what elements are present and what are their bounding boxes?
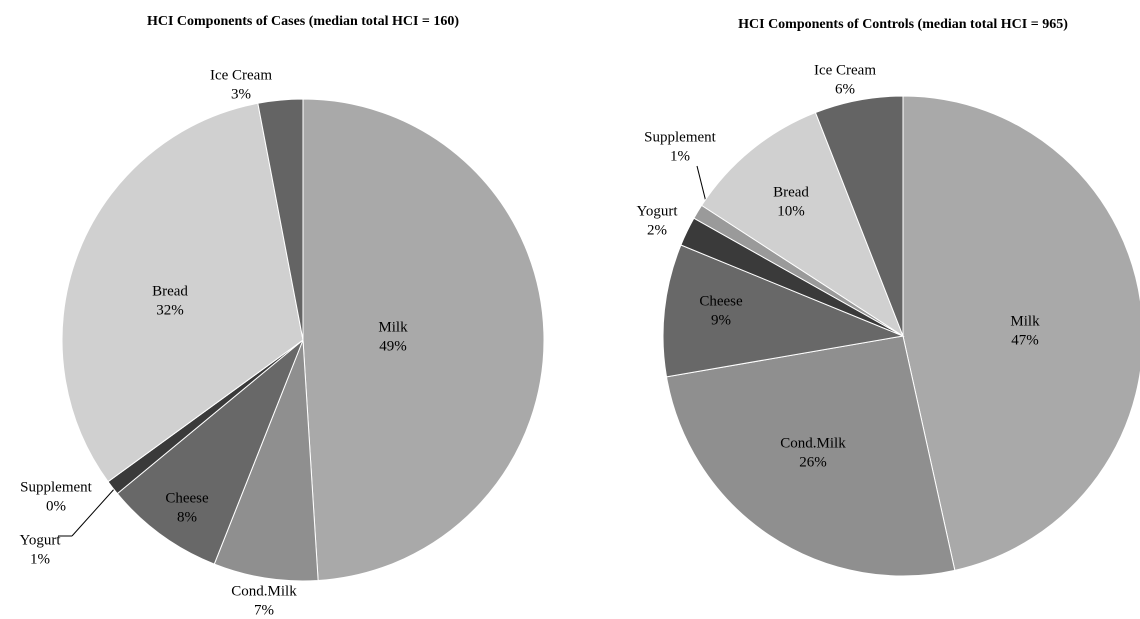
slice-label: Milk: [1010, 313, 1040, 329]
slice-value-label: 6%: [835, 81, 855, 97]
slice-label: Milk: [378, 319, 408, 335]
slice-label: Supplement: [20, 479, 92, 495]
leader-line: [696, 165, 707, 203]
slice-value-label: 10%: [777, 203, 805, 219]
slice-label: Cond.Milk: [231, 583, 297, 599]
pie-slice: [814, 95, 904, 337]
slice-label: Ice Cream: [210, 67, 272, 83]
slice-value-label: 47%: [1011, 332, 1039, 348]
pie-slice: [662, 244, 905, 378]
slice-label: Yogurt: [637, 203, 679, 219]
slice-label: Cheese: [699, 293, 743, 309]
slice-value-label: 26%: [799, 454, 827, 470]
slice-value-label: 3%: [231, 86, 251, 102]
slice-value-label: 9%: [711, 312, 731, 328]
pie-slice: [116, 339, 304, 565]
chart-title: HCI Components of Cases (median total HC…: [147, 14, 459, 29]
slice-label: Bread: [152, 283, 188, 299]
slice-value-label: 2%: [647, 222, 667, 238]
slice-value-label: 1%: [30, 551, 50, 567]
pie-slice: [902, 95, 1140, 571]
slice-value-label: 0%: [46, 498, 66, 514]
slice-label: Yogurt: [20, 532, 62, 548]
slice-value-label: 49%: [379, 338, 407, 354]
slice-label: Cheese: [165, 490, 209, 506]
pie-slice: [213, 339, 319, 582]
pie-slice: [257, 98, 304, 341]
pie-slice: [61, 102, 304, 483]
slice-label: Bread: [773, 184, 809, 200]
chart-title: HCI Components of Controls (median total…: [738, 17, 1068, 32]
slice-value-label: 1%: [670, 148, 690, 164]
slice-label: Supplement: [644, 129, 716, 145]
slice-label: Cond.Milk: [780, 435, 846, 451]
slice-value-label: 7%: [254, 602, 274, 618]
pie-slice: [302, 98, 545, 582]
slice-label: Ice Cream: [814, 62, 876, 78]
leader-line: [71, 486, 117, 537]
slice-value-label: 8%: [177, 509, 197, 525]
slice-value-label: 32%: [156, 302, 184, 318]
pie-slice: [665, 335, 956, 577]
pie-slice: [700, 111, 905, 338]
